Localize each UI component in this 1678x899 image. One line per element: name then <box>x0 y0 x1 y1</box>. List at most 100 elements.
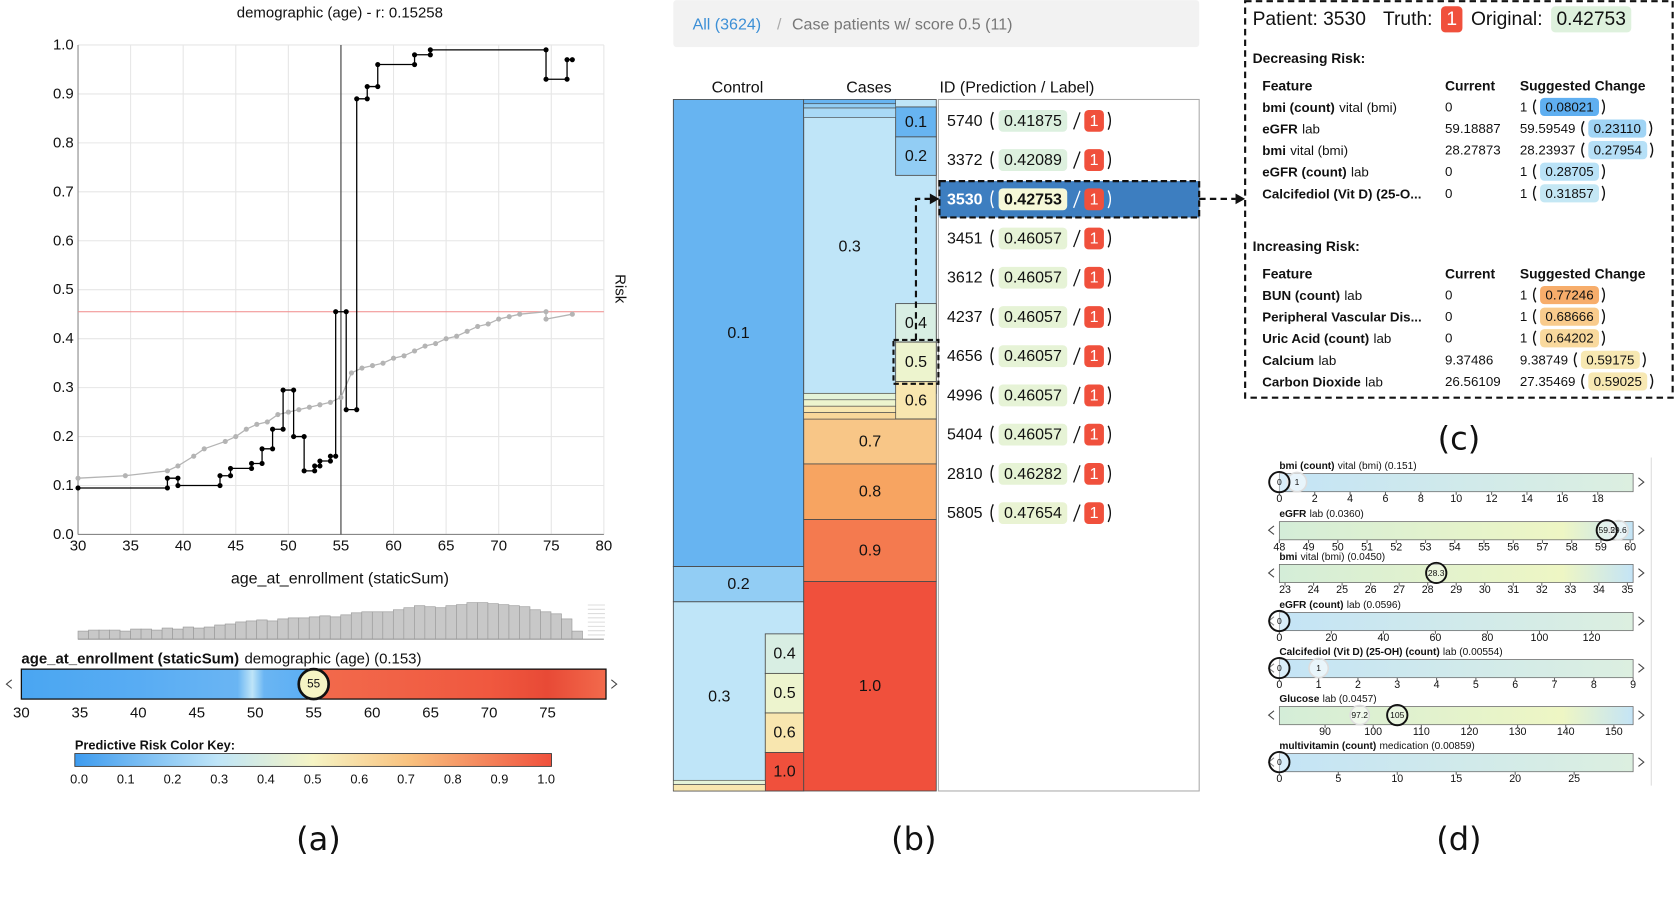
block-label: 1.0 <box>859 677 881 695</box>
prediction: 0.46282 <box>1004 465 1062 483</box>
risk-badge-bg <box>1540 162 1599 181</box>
block-label: 0.9 <box>859 542 881 560</box>
parenthesis <box>1648 120 1653 137</box>
parenthesis <box>1581 373 1585 390</box>
patient-id[interactable]: 3612 <box>947 269 983 287</box>
patient-id[interactable]: 4237 <box>947 308 983 326</box>
current-value: 105 <box>1390 710 1405 720</box>
series-point <box>333 453 339 459</box>
table-header: Suggested Change <box>1520 266 1646 282</box>
slider-tick-label: 24 <box>1308 584 1320 596</box>
suggested-value: 1 <box>1520 331 1527 346</box>
detail-header: Original: <box>1471 9 1543 30</box>
feature-name: Calcium lab <box>1262 352 1336 367</box>
slider-tick-label: 2 <box>1312 493 1318 505</box>
slider-tick-label: 60 <box>364 704 381 721</box>
current-value: 0 <box>1445 288 1452 303</box>
suggested-value: 9.38749 <box>1520 352 1568 367</box>
patient-id[interactable]: 5404 <box>947 426 983 444</box>
cohort-block <box>672 566 805 603</box>
color-key-tick: 1.0 <box>537 772 555 787</box>
series-point <box>354 96 360 102</box>
series-point <box>343 309 349 315</box>
color-key-bar <box>74 753 552 767</box>
slash <box>1073 229 1081 248</box>
scroll-arrow <box>611 679 618 689</box>
parenthesis <box>990 386 994 405</box>
current-value: 59.18887 <box>1445 121 1501 136</box>
slider-label: bmi vital (bmi) (0.0450) <box>1279 551 1385 562</box>
slider-tick-label: 30 <box>1479 584 1491 596</box>
series-point <box>354 407 360 413</box>
histogram-bar <box>235 621 247 640</box>
series-line <box>78 49 573 489</box>
patient-id[interactable]: 3530 <box>947 190 983 208</box>
patient-id[interactable]: 5805 <box>947 504 983 522</box>
histogram-bar <box>361 611 373 640</box>
breadcrumb-link[interactable]: All (3624) <box>693 16 762 34</box>
label-badge: 1 <box>1090 230 1099 248</box>
risk-badge-bg <box>1580 350 1640 369</box>
patient-id[interactable]: 2810 <box>947 465 983 483</box>
slider-source: demographic (age) (0.153) <box>244 650 421 667</box>
color-key-tick: 0.0 <box>70 772 88 787</box>
suggested-value: 1 <box>1520 186 1527 201</box>
patient-id[interactable]: 5740 <box>947 112 983 130</box>
panel-label: (a) <box>296 820 341 858</box>
label-badge-bg <box>1084 227 1104 250</box>
slider-tick-label: 3 <box>1394 679 1400 691</box>
slider-tick-label: 2 <box>1355 679 1361 691</box>
series-point <box>75 485 81 491</box>
series-point <box>338 394 344 400</box>
slider-tick-label: 28 <box>1422 584 1434 596</box>
slash <box>1073 504 1081 522</box>
series-point <box>506 314 512 320</box>
slider-tick-label: 10 <box>1391 773 1403 785</box>
y-tick-label: 0.0 <box>53 526 74 543</box>
cohort-block <box>803 418 937 465</box>
parenthesis <box>1107 190 1112 209</box>
prediction: 0.46057 <box>1004 308 1062 326</box>
current-value: 0 <box>1445 309 1452 324</box>
histogram-bar <box>130 628 142 640</box>
cohort-block <box>895 136 937 176</box>
histogram-bar <box>172 628 184 640</box>
parenthesis <box>1601 330 1606 346</box>
slider-tick-label: 35 <box>1621 584 1633 596</box>
cohort-strip <box>803 393 896 401</box>
slider-tick-label: 33 <box>1564 584 1576 596</box>
series-point <box>122 473 128 479</box>
prediction: 0.46057 <box>1004 347 1062 365</box>
patient-id[interactable]: 3451 <box>947 230 983 248</box>
slider-label: eGFR (count) lab (0.0596) <box>1279 600 1401 611</box>
series-point <box>301 468 307 474</box>
risk-badge: 0.31857 <box>1545 186 1593 201</box>
feature-source: vital (bmi) <box>1339 99 1397 114</box>
risk-badge-bg <box>1540 285 1599 305</box>
patient-id[interactable]: 4996 <box>947 386 983 404</box>
slider-tick-label: 80 <box>1482 632 1494 644</box>
suggested-value: 1 <box>1520 99 1527 114</box>
slider-tick-label: 57 <box>1537 541 1549 553</box>
prediction: 0.46057 <box>1004 386 1062 404</box>
slider-tick-label: 55 <box>1478 541 1490 553</box>
histogram-bar <box>466 602 478 640</box>
series-point <box>327 453 333 459</box>
patient-id[interactable]: 3372 <box>947 151 983 169</box>
prediction-bg <box>998 306 1068 328</box>
block-label: 0.2 <box>905 147 927 165</box>
histogram-bar <box>477 602 489 640</box>
risk-badge-bg <box>1588 141 1648 160</box>
feature: eGFR (count) <box>1262 164 1347 179</box>
series-point <box>390 355 397 361</box>
slider-feature: bmi <box>1279 551 1297 562</box>
section-title: Increasing Risk: <box>1253 238 1360 254</box>
patient-id[interactable]: 4656 <box>947 347 983 365</box>
cohort-strip <box>673 779 766 785</box>
label-badge: 1 <box>1090 112 1099 130</box>
parenthesis <box>990 150 994 170</box>
slider-tick-label: 100 <box>1364 726 1382 738</box>
series-point <box>496 316 502 322</box>
current-value: 0 <box>1445 99 1452 114</box>
